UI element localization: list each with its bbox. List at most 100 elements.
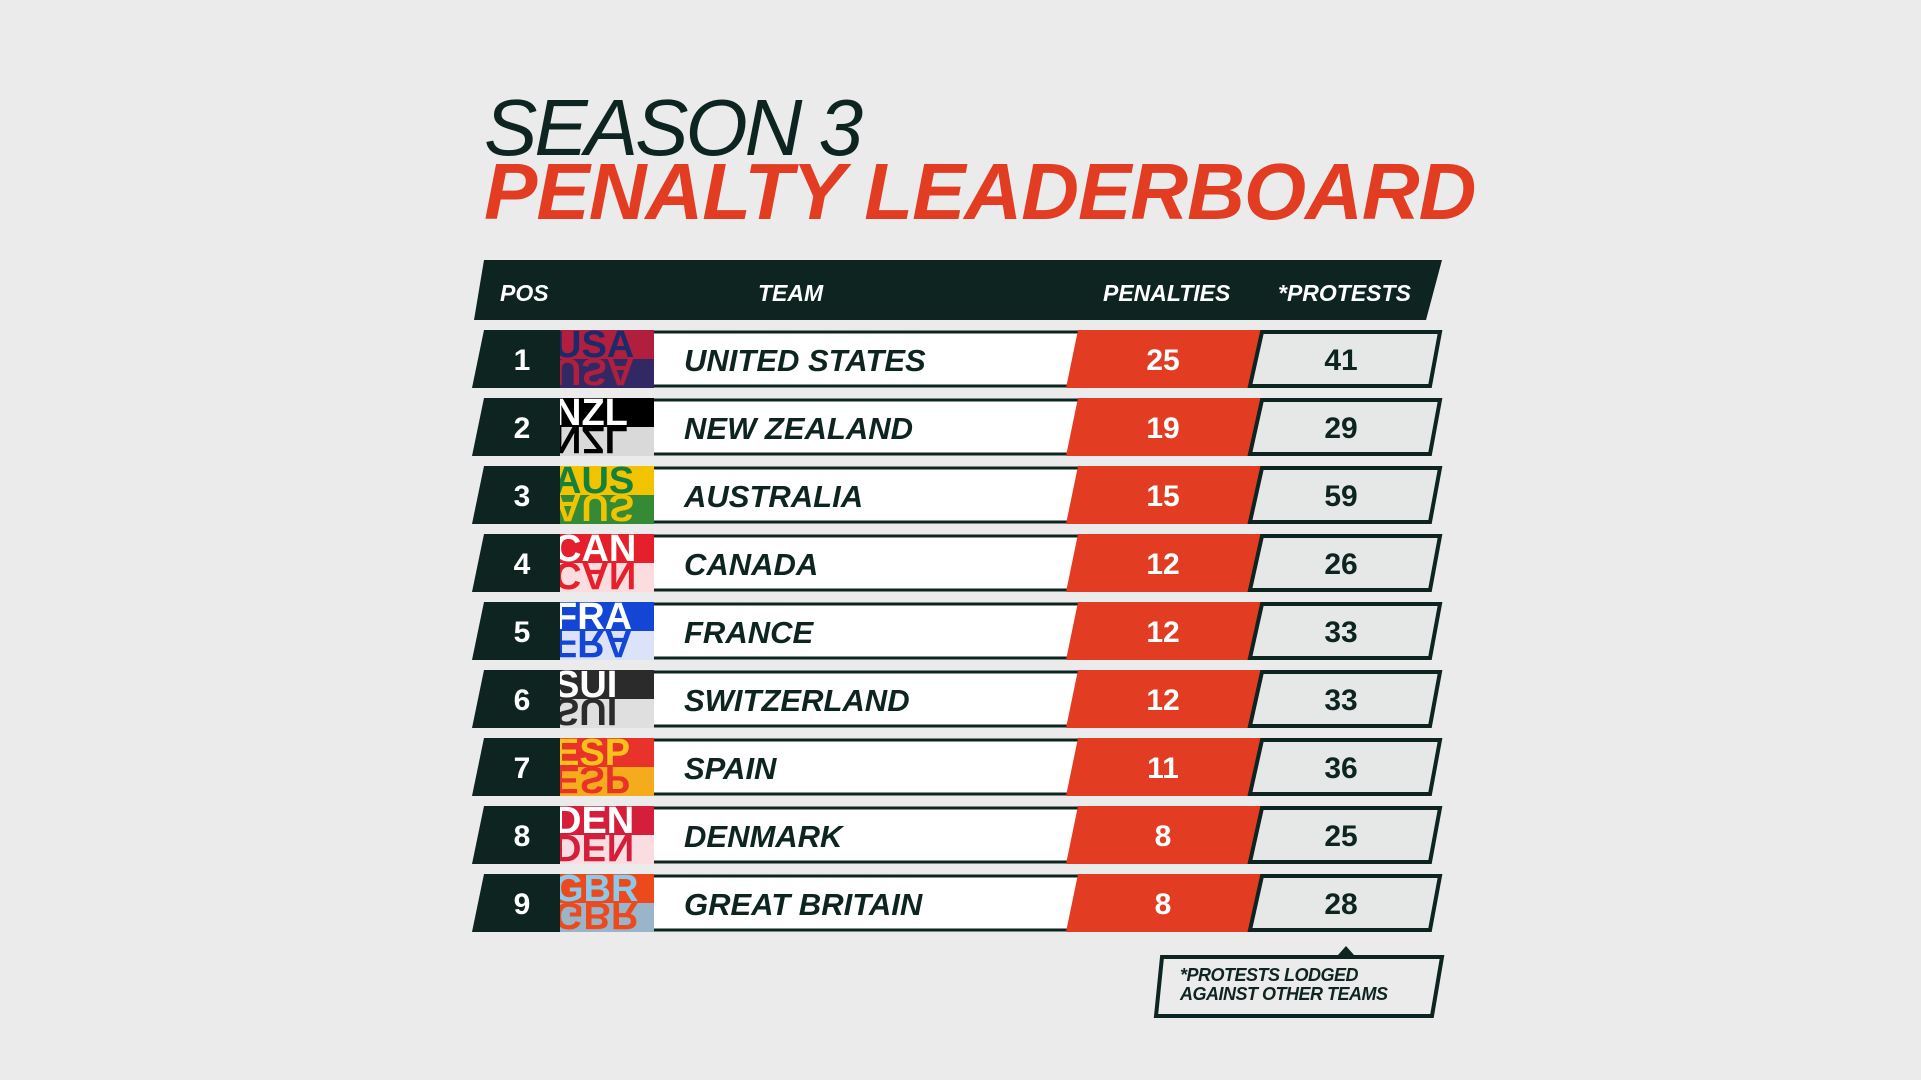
team-name: GREAT BRITAIN <box>684 887 923 922</box>
header-team: TEAM <box>758 279 824 306</box>
team-name: SWITZERLAND <box>684 683 910 718</box>
pos-cell <box>472 398 566 456</box>
penalties-cell <box>1066 330 1262 388</box>
protests-value: 26 <box>1324 548 1358 581</box>
pos-cell <box>472 874 566 932</box>
footnote-line1: *PROTESTS LODGED <box>1180 965 1359 985</box>
pos-value: 3 <box>513 480 531 513</box>
pos-value: 7 <box>513 752 531 785</box>
penalties-cell <box>1066 534 1262 592</box>
protests-value: 36 <box>1324 752 1358 785</box>
pos-value: 5 <box>513 616 531 649</box>
flag-label-bottom: AUS <box>554 486 634 528</box>
team-name: SPAIN <box>684 751 777 786</box>
protests-value: 29 <box>1324 412 1358 445</box>
header-pos: POS <box>500 279 549 306</box>
protests-cell <box>1247 874 1443 932</box>
pos-value: 2 <box>513 412 531 445</box>
footnote-box <box>1153 946 1445 1018</box>
penalties-value: 11 <box>1147 752 1179 785</box>
flag-label-bottom: CAN <box>554 554 636 596</box>
protests-value: 59 <box>1324 480 1358 513</box>
pos-cell <box>472 330 566 388</box>
pos-cell <box>472 602 566 660</box>
flag-label-bottom: GBR <box>554 894 638 936</box>
protests-value: 33 <box>1324 616 1358 649</box>
protests-cell <box>1247 670 1443 728</box>
header-penalties: PENALTIES <box>1103 279 1231 306</box>
pos-cell <box>472 466 566 524</box>
flag-label-bottom: FRA <box>554 622 632 664</box>
pos-value: 4 <box>513 548 531 581</box>
footnote-line2: AGAINST OTHER TEAMS <box>1180 984 1388 1004</box>
penalties-value: 8 <box>1154 888 1172 921</box>
penalties-value: 19 <box>1146 412 1180 445</box>
penalties-value: 8 <box>1154 820 1172 853</box>
pos-value: 8 <box>513 820 531 853</box>
leaderboard-rows: USAUSANZLNZLAUSAUSCANCANFRAFRASUISUIESPE… <box>472 324 1443 936</box>
flag-label-bottom: NZL <box>554 418 628 460</box>
flag-label-top: SUI <box>554 664 617 706</box>
penalties-cell <box>1066 738 1262 796</box>
penalties-value: 12 <box>1146 548 1180 581</box>
flag-label-bottom: ESP <box>554 758 630 800</box>
flag-label-top: ESP <box>554 732 630 774</box>
penalties-cell <box>1066 874 1262 932</box>
flag-label-top: FRA <box>554 596 632 638</box>
pos-cell <box>472 806 566 864</box>
penalties-cell <box>1066 466 1262 524</box>
team-name: UNITED STATES <box>684 343 926 378</box>
flag-label-bottom: DEN <box>554 826 634 868</box>
protests-cell <box>1247 806 1443 864</box>
pos-value: 1 <box>513 344 531 377</box>
title-line2: PENALTY LEADERBOARD <box>484 147 1476 236</box>
penalties-value: 15 <box>1146 480 1180 513</box>
protests-cell <box>1247 330 1443 388</box>
pos-cell <box>472 738 566 796</box>
penalties-cell <box>1066 398 1262 456</box>
footnote-text: *PROTESTS LODGED AGAINST OTHER TEAMS <box>1180 966 1430 1004</box>
protests-value: 28 <box>1324 888 1358 921</box>
title-line1: SEASON 3 <box>484 83 863 172</box>
penalties-value: 25 <box>1146 344 1180 377</box>
team-name: FRANCE <box>684 615 814 650</box>
protests-cell <box>1247 466 1443 524</box>
flag-label-top: NZL <box>554 392 628 434</box>
protests-cell <box>1247 534 1443 592</box>
pos-cell <box>472 534 566 592</box>
table-header-bar <box>474 260 1442 320</box>
flag-label-top: DEN <box>554 800 634 842</box>
team-name: AUSTRALIA <box>684 479 864 514</box>
penalties-value: 12 <box>1146 616 1180 649</box>
pos-value: 9 <box>513 888 531 921</box>
header-protests: *PROTESTS <box>1278 279 1411 306</box>
flag-label-top: CAN <box>554 528 636 570</box>
penalties-value: 12 <box>1146 684 1180 717</box>
flag-label-top: USA <box>554 324 634 366</box>
protests-value: 25 <box>1324 820 1358 853</box>
flag-label-bottom: SUI <box>554 690 617 732</box>
protests-value: 41 <box>1324 344 1358 377</box>
penalties-cell <box>1066 806 1262 864</box>
team-name: CANADA <box>684 547 819 582</box>
flag-label-bottom: USA <box>554 350 634 392</box>
protests-cell <box>1247 738 1443 796</box>
